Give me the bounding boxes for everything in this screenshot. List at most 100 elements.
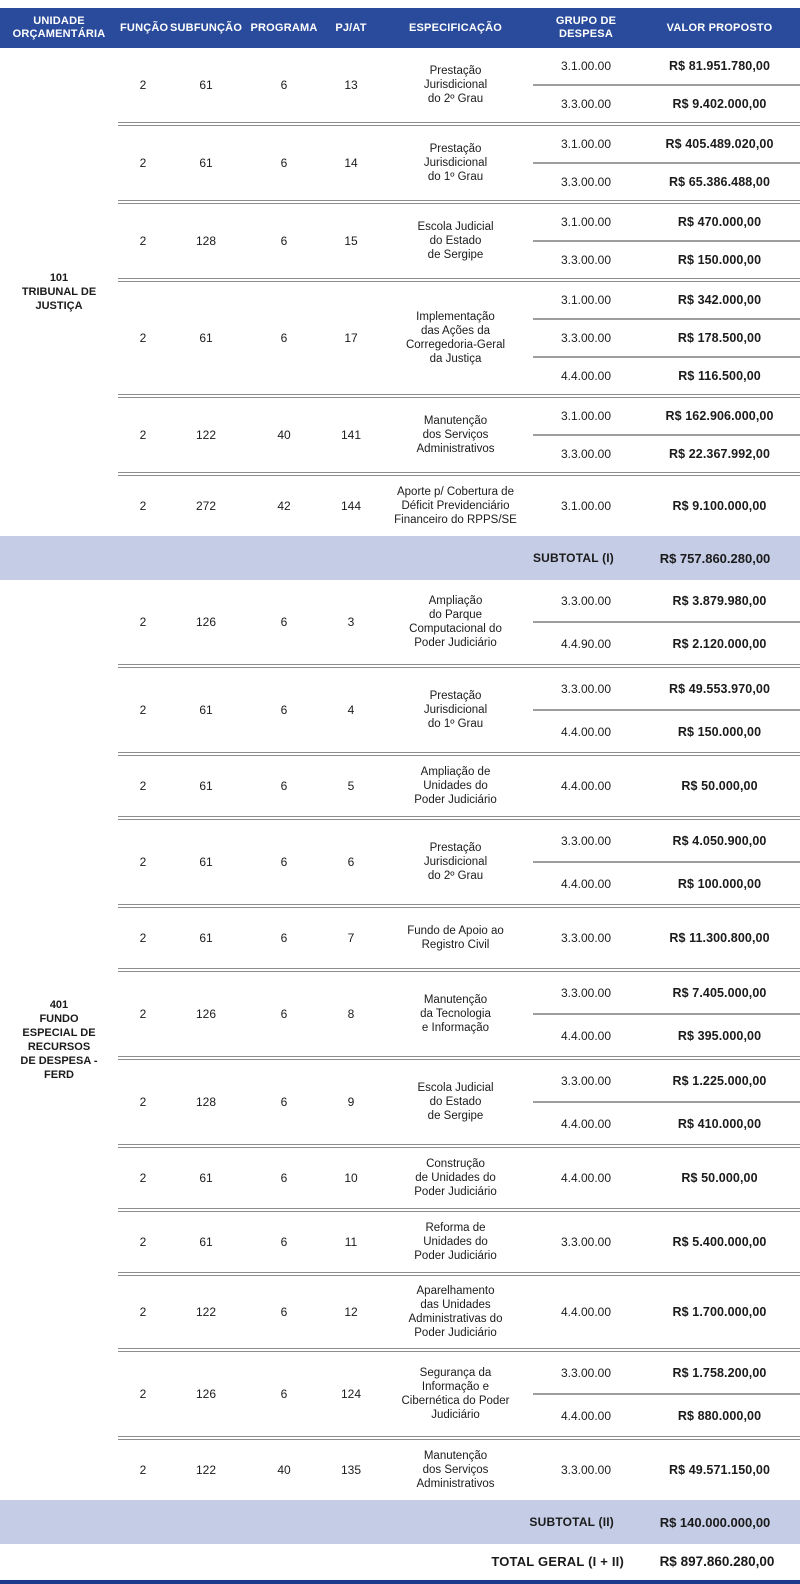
programa-cell: 6 (280, 331, 288, 345)
funcao-cell: 2 (139, 499, 147, 513)
funcao-cell: 2 (139, 779, 147, 793)
subtotal-value: R$ 140.000.000,00 (659, 1514, 771, 1530)
table-row: 2 272 42 144 Aporte p/ Cobertura de Déficit … (118, 472, 800, 536)
especificacao-cell: Construção de Unidades do Poder Judiciár… (414, 1158, 497, 1198)
unit-label: 101 TRIBUNAL DE JUSTIÇA (21, 272, 97, 312)
subfuncao-cell: 61 (199, 1235, 213, 1249)
subfuncao-cell: 61 (199, 931, 213, 945)
grupo-code: 4.4.00.00 (560, 1171, 612, 1185)
valor-proposto-cell: R$ 178.500,00 (677, 331, 762, 345)
grupo-despesa-group: 3.3.00.00 R$ 1.225.000,00 4.4.00.00 R$ 410.… (533, 1060, 800, 1144)
funcao-cell: 2 (139, 1007, 147, 1021)
table-row: 2 128 6 15 Escola Judicial do Estado de Serg… (118, 200, 800, 278)
pjat-cell: 144 (340, 499, 362, 513)
grupo-code: 3.3.00.00 (560, 175, 612, 189)
grupo-valor-row: 3.1.00.00 R$ 470.000,00 (533, 204, 800, 240)
pjat-cell: 6 (347, 855, 355, 869)
funcao-cell: 2 (139, 615, 147, 629)
subfuncao-cell: 126 (195, 1007, 217, 1021)
bottom-rule (0, 1580, 800, 1584)
grupo-code: 3.3.00.00 (560, 97, 612, 111)
grupo-valor-row: 3.1.00.00 R$ 81.951.780,00 (533, 48, 800, 84)
programa-cell: 6 (280, 855, 288, 869)
pjat-cell: 141 (340, 428, 362, 442)
grupo-valor-row: 3.1.00.00 R$ 162.906.000,00 (533, 398, 800, 434)
valor-proposto-cell: R$ 22.367.992,00 (669, 447, 770, 461)
valor-proposto-cell: R$ 405.489.020,00 (665, 137, 774, 151)
programa-cell: 6 (280, 1095, 288, 1109)
valor-proposto-cell: R$ 100.000,00 (677, 876, 762, 891)
grupo-despesa-group: 3.3.00.00 R$ 7.405.000,00 4.4.00.00 R$ 395.… (533, 972, 800, 1056)
grupo-valor-row: 3.3.00.00 R$ 5.400.000,00 (533, 1212, 800, 1272)
pjat-cell: 8 (347, 1007, 355, 1021)
especificacao-cell: Reforma de Unidades do Poder Judiciário (414, 1222, 497, 1262)
table-header-row: UNIDADE ORÇAMENTÁRIA FUNÇÃO SUBFUNÇÃO PR… (0, 8, 800, 48)
grupo-despesa-group: 4.4.00.00 R$ 1.700.000,00 (533, 1276, 800, 1348)
valor-proposto-cell: R$ 65.386.488,00 (669, 175, 770, 189)
grupo-valor-row: 4.4.00.00 R$ 410.000,00 (533, 1101, 800, 1144)
grupo-code: 3.3.00.00 (560, 593, 612, 608)
grupo-despesa-group: 3.3.00.00 R$ 49.571.150,00 (533, 1440, 800, 1500)
grupo-valor-row: 4.4.90.00 R$ 2.120.000,00 (533, 621, 800, 664)
subfuncao-cell: 126 (195, 615, 217, 629)
especificacao-cell: Segurança da Informação e Cibernética do… (401, 1367, 510, 1421)
grupo-code: 3.1.00.00 (560, 59, 612, 73)
grupo-code: 4.4.00.00 (560, 876, 612, 891)
grupo-despesa-group: 3.3.00.00 R$ 11.300.800,00 (533, 908, 800, 968)
subfuncao-cell: 61 (199, 855, 213, 869)
grupo-code: 3.3.00.00 (560, 985, 612, 1000)
table-row: 2 61 6 4 Prestação Jurisdicional do 1º Grau 3… (118, 664, 800, 752)
programa-cell: 6 (280, 615, 288, 629)
especificacao-cell: Escola Judicial do Estado de Sergipe (417, 1082, 494, 1122)
grupo-code: 4.4.00.00 (560, 1116, 612, 1131)
grupo-despesa-group: 3.3.00.00 R$ 3.879.980,00 4.4.90.00 R$ 2.12… (533, 580, 800, 664)
subfuncao-cell: 61 (199, 779, 213, 793)
column-header-unidade-orcamentaria: UNIDADE ORÇAMENTÁRIA (12, 15, 106, 40)
grupo-code: 3.1.00.00 (560, 137, 612, 151)
grupo-valor-row: 3.3.00.00 R$ 11.300.800,00 (533, 908, 800, 968)
programa-cell: 6 (280, 1007, 288, 1021)
valor-proposto-cell: R$ 880.000,00 (677, 1408, 762, 1423)
valor-proposto-cell: R$ 1.758.200,00 (672, 1365, 767, 1380)
table-row: 2 61 6 13 Prestação Jurisdicional do 2º Grau… (118, 48, 800, 122)
grupo-code: 3.1.00.00 (560, 499, 612, 513)
pjat-cell: 13 (344, 78, 358, 92)
table-row: 2 122 6 12 Aparelhamento das Unidades Admini… (118, 1272, 800, 1348)
grupo-despesa-group: 3.3.00.00 R$ 1.758.200,00 4.4.00.00 R$ 880.… (533, 1352, 800, 1436)
grupo-valor-row: 4.4.00.00 R$ 1.700.000,00 (533, 1276, 800, 1348)
subtotal-label: SUBTOTAL (I) (532, 551, 614, 565)
total-geral-value: R$ 897.860.280,00 (659, 1553, 775, 1569)
grupo-despesa-group: 3.1.00.00 R$ 405.489.020,00 3.3.00.00 R$ 65… (533, 126, 800, 200)
grupo-despesa-group: 3.3.00.00 R$ 49.553.970,00 4.4.00.00 R$ 150… (533, 668, 800, 752)
grupo-valor-row: 4.4.00.00 R$ 50.000,00 (533, 1148, 800, 1208)
grupo-valor-row: 4.4.00.00 R$ 395.000,00 (533, 1013, 800, 1056)
subfuncao-cell: 122 (195, 428, 217, 442)
programa-cell: 40 (277, 428, 291, 442)
table-row: 2 61 6 6 Prestação Jurisdicional do 2º Grau 3… (118, 816, 800, 904)
especificacao-cell: Fundo de Apoio ao Registro Civil (407, 925, 504, 951)
valor-proposto-cell: R$ 116.500,00 (678, 369, 761, 383)
funcao-cell: 2 (139, 1235, 147, 1249)
grupo-despesa-group: 3.1.00.00 R$ 81.951.780,00 3.3.00.00 R$ 9.4… (533, 48, 800, 122)
programa-cell: 6 (280, 703, 288, 717)
funcao-cell: 2 (139, 1463, 147, 1477)
table-row: 2 61 6 11 Reforma de Unidades do Poder Judic… (118, 1208, 800, 1272)
table-row: 2 122 40 141 Manutenção dos Serviços Adminis… (118, 394, 800, 472)
table-row: 2 128 6 9 Escola Judicial do Estado de Sergi… (118, 1056, 800, 1144)
column-header-programa: PROGRAMA (250, 21, 318, 34)
funcao-cell: 2 (139, 1171, 147, 1185)
especificacao-cell: Manutenção dos Serviços Administrativos (416, 415, 495, 455)
grupo-code: 3.3.00.00 (560, 1463, 612, 1477)
grupo-code: 3.1.00.00 (560, 409, 612, 423)
subfuncao-cell: 61 (199, 331, 213, 345)
funcao-cell: 2 (139, 1095, 147, 1109)
especificacao-cell: Ampliação do Parque Computacional do Pod… (409, 595, 502, 649)
grupo-valor-row: 3.1.00.00 R$ 342.000,00 (533, 282, 800, 318)
pjat-cell: 5 (347, 779, 355, 793)
programa-cell: 6 (280, 931, 288, 945)
grupo-code: 4.4.00.00 (560, 1408, 612, 1423)
programa-cell: 6 (280, 78, 288, 92)
valor-proposto-cell: R$ 150.000,00 (677, 724, 762, 739)
table-row: 2 61 6 17 Implementação das Ações da Correge… (118, 278, 800, 394)
pjat-cell: 3 (347, 615, 355, 629)
